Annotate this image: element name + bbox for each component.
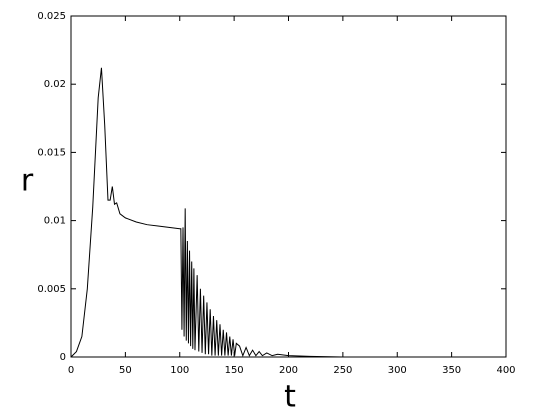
y-tick-label: 0.015 bbox=[37, 147, 66, 158]
x-tick-label: 50 bbox=[119, 365, 132, 376]
x-tick-label: 300 bbox=[388, 365, 407, 376]
x-axis-label: t bbox=[284, 380, 296, 415]
x-tick-label: 400 bbox=[496, 365, 515, 376]
y-tick-label: 0.01 bbox=[44, 216, 66, 227]
data-line bbox=[70, 67, 506, 358]
plot-frame bbox=[70, 15, 507, 358]
x-tick-label: 150 bbox=[225, 365, 244, 376]
x-tick-label: 350 bbox=[442, 365, 461, 376]
x-tick-label: 100 bbox=[170, 365, 189, 376]
y-tick-label: 0 bbox=[60, 352, 66, 363]
x-tick-label: 0 bbox=[68, 365, 74, 376]
y-tick-label: 0.025 bbox=[37, 11, 66, 22]
y-axis-label: r bbox=[21, 164, 34, 199]
y-tick-label: 0.02 bbox=[44, 79, 66, 90]
x-tick-label: 250 bbox=[333, 365, 352, 376]
y-tick-label: 0.005 bbox=[37, 284, 66, 295]
x-tick-label: 200 bbox=[279, 365, 298, 376]
